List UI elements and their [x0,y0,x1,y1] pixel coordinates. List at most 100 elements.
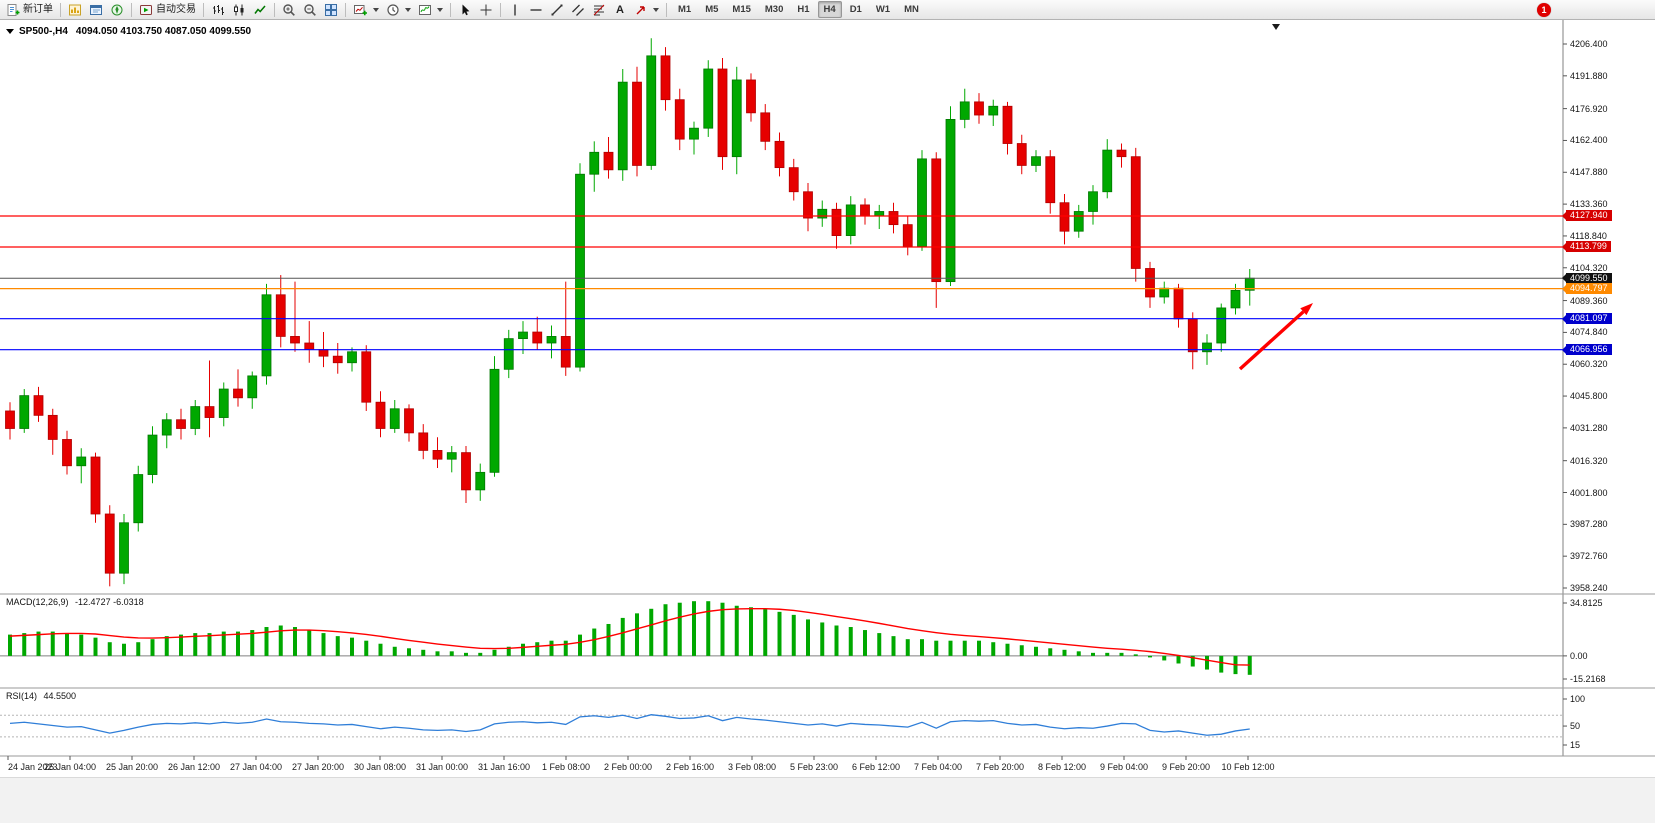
macd-histogram-bar [1205,655,1209,670]
crosshair-button[interactable] [476,1,496,19]
autotrading-label: 自动交易 [156,3,196,15]
cursor-button[interactable] [455,1,475,19]
zoom-in-button[interactable] [279,1,299,19]
macd-histogram-bar [820,622,825,656]
bull-candle [446,452,457,460]
macd-histogram-bar [734,605,739,656]
bear-candle [603,151,614,171]
autotrading-button[interactable]: 自动交易 [136,1,199,19]
chart-area[interactable]: SP500-,H4 4094.050 4103.750 4087.050 409… [0,20,1655,823]
bear-candle [418,432,429,451]
toolbar-separator [666,2,667,17]
bull-candle [489,368,500,473]
macd-histogram-bar [1247,655,1252,675]
equidistant-channel-icon [571,3,585,17]
trend-arrow-head [1300,303,1313,316]
macd-histogram-bar [278,625,283,656]
fibonacci-button[interactable] [589,1,609,19]
macd-histogram-bar [891,636,896,656]
candlestick-chart-button[interactable] [229,1,249,19]
market-watch-button[interactable] [65,1,85,19]
timeframe-h1-button[interactable]: H1 [791,1,815,18]
bear-candle [860,204,870,217]
indicators-button[interactable] [415,1,446,19]
bear-candle [560,336,571,368]
macd-histogram-bar [435,651,440,656]
zoom-out-button[interactable] [300,1,320,19]
periods-button[interactable] [383,1,414,19]
timeframe-w1-button[interactable]: W1 [870,1,896,18]
timeframe-m30-button[interactable]: M30 [759,1,789,18]
bear-candle [1059,202,1070,232]
macd-histogram-bar [150,639,155,656]
toolbar-separator [131,2,132,17]
macd-histogram-bar [1105,652,1110,656]
notification-badge[interactable]: 1 [1537,3,1551,17]
bar-chart-button[interactable] [208,1,228,19]
market-watch-icon [68,3,82,17]
trend-arrow-annotation[interactable] [1238,310,1305,371]
bear-candle [104,513,115,574]
bull-candle [988,105,999,116]
macd-histogram-bar [592,628,597,656]
macd-histogram-bar [22,633,27,656]
timeframe-mn-button[interactable]: MN [898,1,925,18]
rsi-line [9,714,1250,736]
macd-histogram-bar [962,640,967,656]
bear-candle [233,388,243,399]
macd-histogram-bar [720,602,725,656]
macd-histogram-bar [1162,655,1167,661]
toolbar-separator [500,2,501,17]
bear-candle [1173,287,1184,320]
bear-candle [774,140,785,169]
bull-candle [261,294,272,377]
bull-candle [1230,289,1241,309]
macd-histogram-bar [1005,643,1010,656]
new-order-button[interactable]: 新订单 [3,1,56,19]
macd-histogram-bar [692,601,696,656]
bear-candle [375,401,386,429]
arrows-tool-button[interactable] [631,1,662,19]
data-window-button[interactable] [86,1,106,19]
macd-histogram-bar [877,633,882,656]
new-order-icon [6,3,20,17]
macd-histogram-bar [834,625,839,656]
bear-candle [275,294,286,337]
autotrading-icon [139,3,153,17]
macd-histogram-bar [321,633,326,656]
navigator-button[interactable] [107,1,127,19]
macd-histogram-bar [364,640,369,656]
macd-histogram-bar [905,639,910,656]
new-chart-button[interactable] [350,1,382,19]
macd-histogram-bar [1076,651,1081,656]
chart-shift-icon[interactable] [1272,24,1280,30]
timeframe-buttons: M1 M5 M15 M30 H1 H4 D1 W1 MN [671,1,926,18]
macd-histogram-bar [606,623,611,656]
cursor-icon [458,3,472,17]
equidistant-channel-button[interactable] [568,1,588,19]
line-chart-button[interactable] [250,1,270,19]
timeframe-d1-button[interactable]: D1 [844,1,868,18]
trendline-button[interactable] [547,1,567,19]
macd-histogram-bar [236,631,240,656]
timeframe-m1-button[interactable]: M1 [672,1,697,18]
symbol-dropdown-icon[interactable] [6,29,14,34]
timeframe-h4-button[interactable]: H4 [817,1,842,18]
bull-candle [76,456,87,467]
horizontal-line-button[interactable] [526,1,546,19]
bear-candle [404,408,414,434]
bear-candle [1130,156,1141,269]
timeframe-m15-button[interactable]: M15 [726,1,756,18]
vertical-line-button[interactable] [505,1,525,19]
bull-candle [703,68,714,129]
macd-histogram-bar [478,652,483,656]
timeframe-m5-button[interactable]: M5 [699,1,724,18]
text-tool-button[interactable]: A [610,1,630,19]
bear-candle [290,336,300,344]
macd-histogram-bar [848,627,853,656]
bull-candle [874,211,885,217]
chevron-down-icon [653,7,659,12]
tile-windows-button[interactable] [321,1,341,19]
macd-histogram-bar [65,633,69,656]
